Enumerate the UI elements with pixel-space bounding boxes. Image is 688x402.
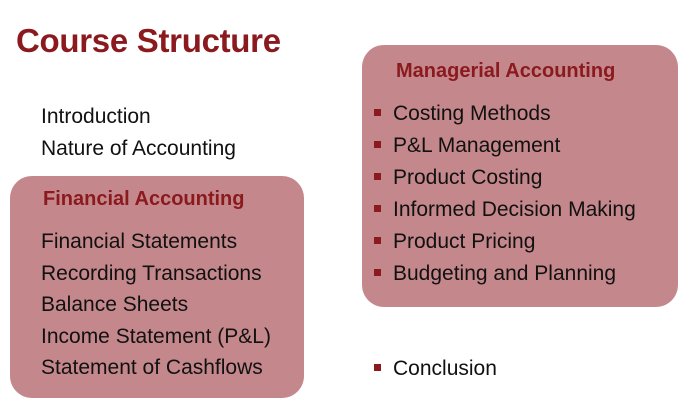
financial-item-statement-of-cashflows: Statement of Cashflows [41, 356, 263, 379]
square-bullet-icon [374, 141, 381, 148]
managerial-item-label: P&L Management [393, 134, 561, 157]
financial-item-balance-sheets: Balance Sheets [41, 293, 189, 316]
square-bullet-icon [374, 205, 381, 212]
conclusion-item: Conclusion [374, 353, 497, 385]
intro-item-introduction: Introduction [41, 105, 151, 128]
square-bullet-icon [374, 173, 381, 180]
financial-item-financial-statements: Financial Statements [41, 230, 238, 253]
slide-title: Course Structure [16, 22, 281, 59]
managerial-item-pl-management: P&L Management [374, 130, 636, 162]
square-bullet-icon [374, 269, 381, 276]
managerial-item-product-costing: Product Costing [374, 162, 636, 194]
managerial-item-label: Product Costing [393, 166, 543, 189]
managerial-item-product-pricing: Product Pricing [374, 226, 636, 258]
financial-accounting-box: Financial Accounting Financial Statement… [10, 176, 304, 398]
conclusion-label: Conclusion [393, 357, 497, 380]
managerial-item-label: Costing Methods [393, 102, 551, 125]
managerial-accounting-list: Costing Methods P&L Management Product C… [374, 98, 636, 290]
financial-accounting-title: Financial Accounting [43, 188, 245, 210]
intro-list: Introduction Nature of Accounting [41, 101, 236, 165]
intro-item-nature-of-accounting: Nature of Accounting [41, 137, 236, 160]
financial-item-recording-transactions: Recording Transactions [41, 261, 262, 285]
financial-item-income-statement: Income Statement (P&L) [41, 324, 271, 348]
conclusion-list: Conclusion [374, 353, 497, 385]
square-bullet-icon [374, 109, 381, 116]
managerial-item-budgeting-and-planning: Budgeting and Planning [374, 258, 636, 290]
managerial-accounting-box: Managerial Accounting Costing Methods P&… [362, 45, 678, 307]
managerial-item-label: Budgeting and Planning [393, 262, 617, 285]
managerial-item-label: Product Pricing [393, 230, 536, 253]
square-bullet-icon [374, 237, 381, 244]
square-bullet-icon [374, 364, 381, 371]
financial-accounting-list: Financial Statements Recording Transacti… [41, 226, 271, 384]
managerial-item-informed-decision-making: Informed Decision Making [374, 194, 636, 226]
managerial-item-label: Informed Decision Making [393, 198, 636, 221]
managerial-item-costing-methods: Costing Methods [374, 98, 636, 130]
managerial-accounting-title: Managerial Accounting [396, 60, 616, 82]
